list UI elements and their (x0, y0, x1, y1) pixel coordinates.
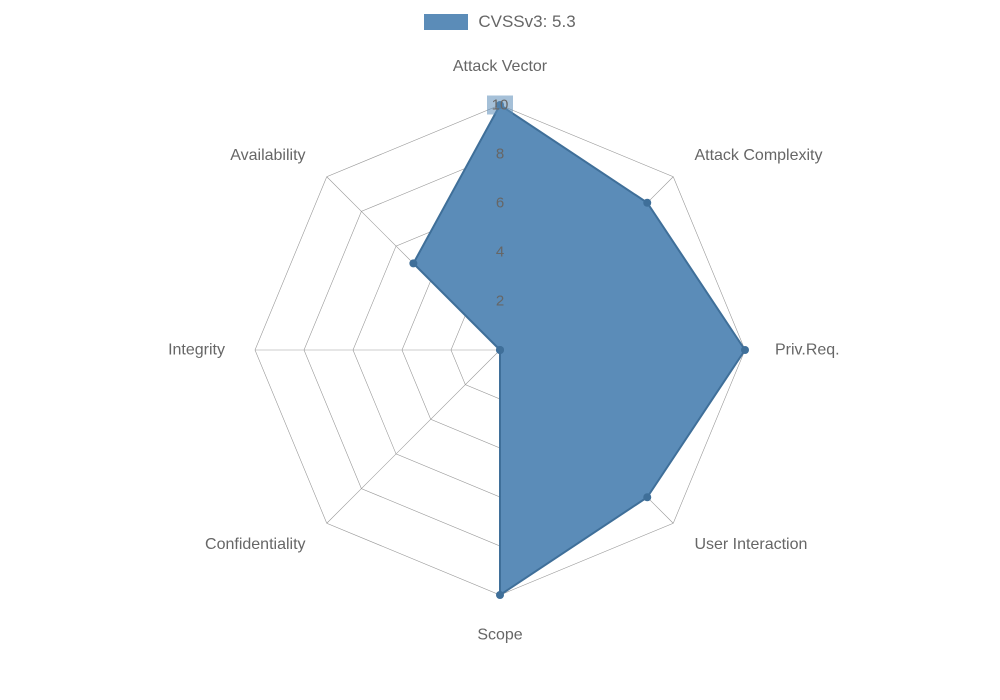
legend: CVSSv3: 5.3 (0, 12, 1000, 35)
tick-label: 2 (496, 293, 504, 310)
radar-chart-container: CVSSv3: 5.3 2 4 6 8 10 Attack Vector Attack Co… (0, 0, 1000, 700)
axis-label: User Interaction (694, 536, 807, 553)
tick-label: 10 (492, 97, 509, 114)
tick-label: 8 (496, 146, 504, 163)
radar-point (409, 259, 417, 267)
legend-swatch (424, 14, 468, 30)
axis-label: Attack Complexity (694, 147, 822, 164)
radar-point (496, 346, 504, 354)
radar-point (741, 346, 749, 354)
axis-label: Scope (477, 626, 522, 643)
tick-label: 4 (496, 244, 504, 261)
axis-label: Attack Vector (453, 58, 548, 75)
legend-label: CVSSv3: 5.3 (478, 12, 575, 32)
radar-chart: 2 4 6 8 10 Attack Vector Attack Complexity Priv… (0, 0, 1000, 700)
axis-label: Integrity (168, 342, 225, 359)
axis-label: Availability (230, 147, 305, 164)
radar-point (496, 591, 504, 599)
axis-label: Confidentiality (205, 536, 306, 553)
axis-label: Priv.Req. (775, 342, 840, 359)
tick-label: 6 (496, 195, 504, 212)
radar-point (643, 199, 651, 207)
radar-point (643, 493, 651, 501)
